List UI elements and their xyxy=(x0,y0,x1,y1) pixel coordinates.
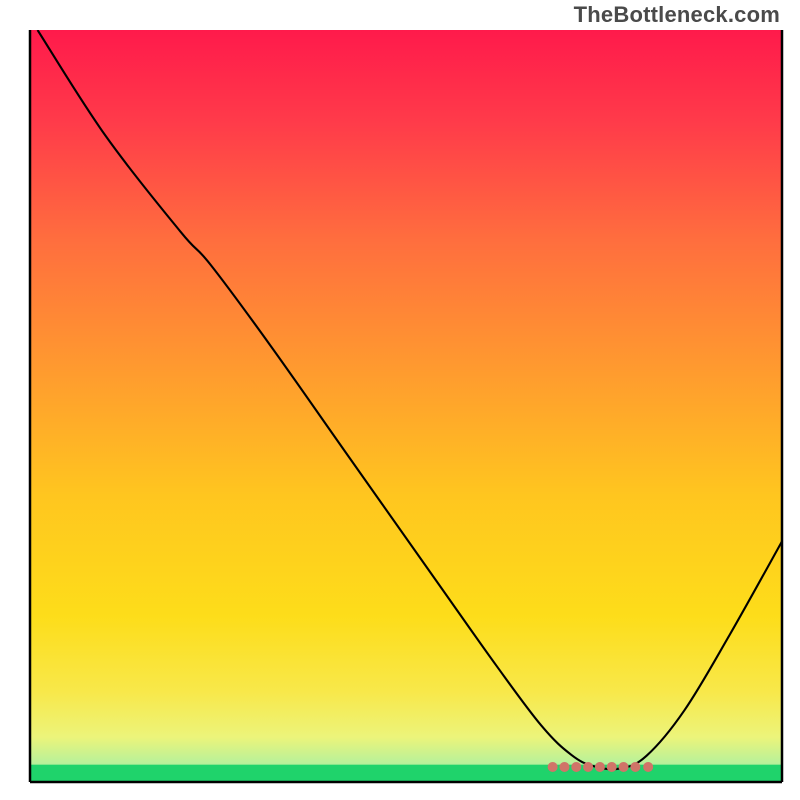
optimum-markers xyxy=(548,762,654,772)
chart-container: TheBottleneck.com xyxy=(0,0,800,800)
gradient-background xyxy=(30,30,782,782)
baseline-stripe xyxy=(30,765,782,782)
bottleneck-chart xyxy=(0,0,800,800)
